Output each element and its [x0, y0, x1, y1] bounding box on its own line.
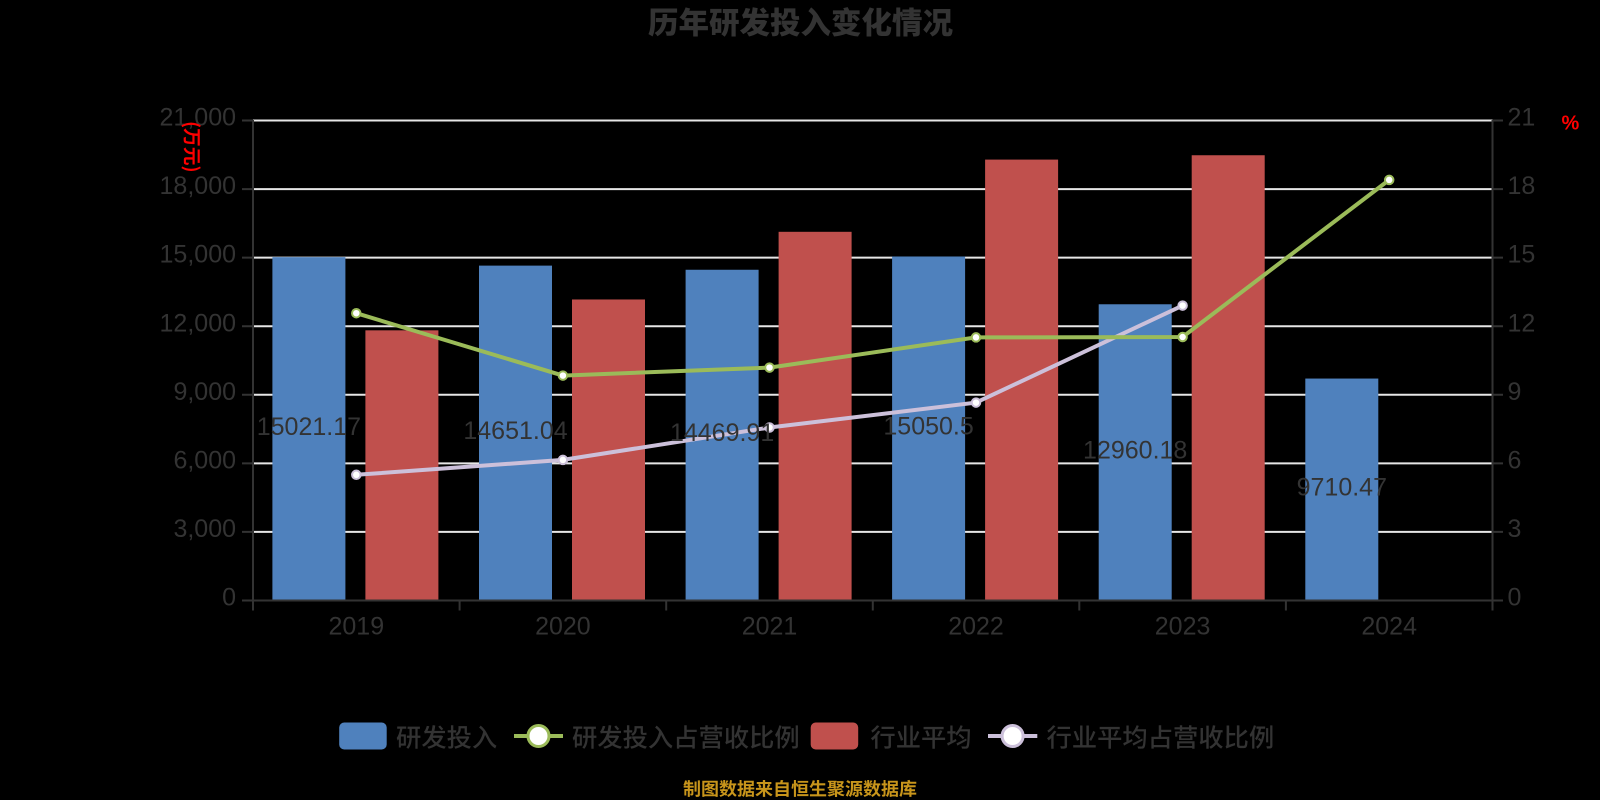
- svg-text:2022: 2022: [948, 612, 1004, 640]
- svg-text:18: 18: [1508, 172, 1536, 200]
- svg-text:9710.47: 9710.47: [1297, 474, 1387, 502]
- svg-text:6,000: 6,000: [173, 447, 236, 475]
- svg-text:14651.04: 14651.04: [463, 417, 567, 445]
- svg-text:15050.5: 15050.5: [883, 413, 973, 441]
- svg-text:6: 6: [1508, 447, 1522, 475]
- svg-text:15,000: 15,000: [160, 241, 236, 269]
- svg-text:2020: 2020: [535, 612, 591, 640]
- svg-text:18,000: 18,000: [160, 172, 236, 200]
- svg-text:15: 15: [1508, 241, 1536, 269]
- svg-text:0: 0: [222, 584, 236, 612]
- svg-text:2024: 2024: [1361, 612, 1417, 640]
- svg-text:9,000: 9,000: [173, 378, 236, 406]
- svg-text:3: 3: [1508, 515, 1522, 543]
- svg-text:%: %: [1562, 113, 1580, 135]
- svg-text:2019: 2019: [328, 612, 384, 640]
- svg-text:12960.18: 12960.18: [1083, 437, 1187, 465]
- svg-text:2023: 2023: [1155, 612, 1211, 640]
- svg-text:21: 21: [1508, 104, 1536, 132]
- svg-text:15021.17: 15021.17: [257, 413, 361, 441]
- svg-text:9: 9: [1508, 378, 1522, 406]
- svg-text:12,000: 12,000: [160, 309, 236, 337]
- svg-text:3,000: 3,000: [173, 515, 236, 543]
- svg-text:14469.91: 14469.91: [670, 419, 774, 447]
- svg-text:21,000: 21,000: [160, 104, 236, 132]
- svg-text:2021: 2021: [742, 612, 798, 640]
- svg-text:0: 0: [1508, 584, 1522, 612]
- svg-text:12: 12: [1508, 309, 1536, 337]
